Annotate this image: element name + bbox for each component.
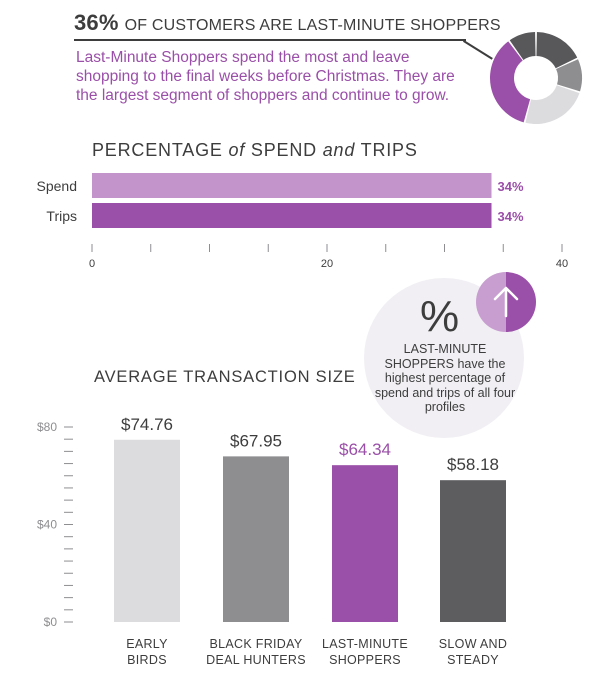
- vbar-tick-label: $80: [37, 420, 57, 434]
- arrow-circle-left: [476, 272, 506, 332]
- hbar-value-label: 34%: [498, 179, 524, 194]
- vbar-bar: [223, 456, 289, 622]
- percent-icon: %: [420, 292, 460, 341]
- vbar-bar: [114, 439, 180, 622]
- transaction-chart: $0 $40 $80 $74.76 EARLY BIRDS $67.95 BLACK FRID…: [37, 415, 507, 667]
- vbar-value-label: $74.76: [121, 415, 173, 434]
- vbar-tick-label: $40: [37, 518, 57, 532]
- vbar-value-label: $67.95: [230, 431, 282, 450]
- spend-trips-title: PERCENTAGE of SPEND and TRIPS: [92, 140, 418, 160]
- donut-segment-dark: [536, 32, 578, 69]
- headline: 36% OF CUSTOMERS ARE LAST-MINUTE SHOPPERS: [74, 10, 501, 36]
- vbar-value-label: $58.18: [447, 455, 499, 474]
- vbar-category-label: DEAL HUNTERS: [206, 653, 306, 667]
- spend-trips-chart: Spend 34% Trips 34% 0 20 40: [37, 173, 568, 270]
- vbar-bar: [332, 465, 398, 622]
- hbar-category-label: Spend: [37, 178, 77, 194]
- headline-rule: [74, 39, 466, 41]
- vbar-category-label: BIRDS: [127, 653, 167, 667]
- vbar-category-label: SLOW AND: [439, 637, 507, 651]
- up-arrow-icon: [476, 272, 536, 332]
- donut-chart: [490, 32, 582, 125]
- callout-text: LAST-MINUTE SHOPPERS have the highest pe…: [374, 342, 516, 414]
- vbar-value-label: $64.34: [339, 440, 391, 459]
- vbar-category-label: LAST-MINUTE: [322, 637, 408, 651]
- donut-segment-purple: [490, 41, 531, 123]
- headline-percent: 36%: [74, 10, 119, 35]
- vbar-category-label: STEADY: [447, 653, 499, 667]
- subtext: Last-Minute Shoppers spend the most and …: [76, 49, 455, 104]
- arrow-circle-right: [506, 272, 536, 332]
- hbar-category-label: Trips: [46, 208, 77, 224]
- transaction-title: AVERAGE TRANSACTION SIZE: [94, 368, 356, 386]
- donut-segment-dark2: [509, 32, 536, 60]
- hbar-trips: [92, 203, 492, 228]
- vbar-category-label: BLACK FRIDAY: [210, 637, 303, 651]
- hbar-spend: [92, 173, 492, 198]
- vbar-category-label: EARLY: [126, 637, 168, 651]
- donut-segment-light: [525, 85, 580, 125]
- donut-segment-mid: [556, 59, 582, 92]
- hbar-tick-label: 20: [321, 258, 333, 270]
- vbar-category-label: SHOPPERS: [329, 653, 401, 667]
- hbar-value-label: 34%: [498, 209, 524, 224]
- hbar-tick-label: 40: [556, 258, 568, 270]
- hbar-tick-label: 0: [89, 258, 95, 270]
- arrow-glyph: [493, 286, 519, 318]
- vbar-tick-label: $0: [44, 615, 58, 629]
- headline-text: OF CUSTOMERS ARE LAST-MINUTE SHOPPERS: [124, 17, 501, 34]
- vbar-bar: [440, 480, 506, 622]
